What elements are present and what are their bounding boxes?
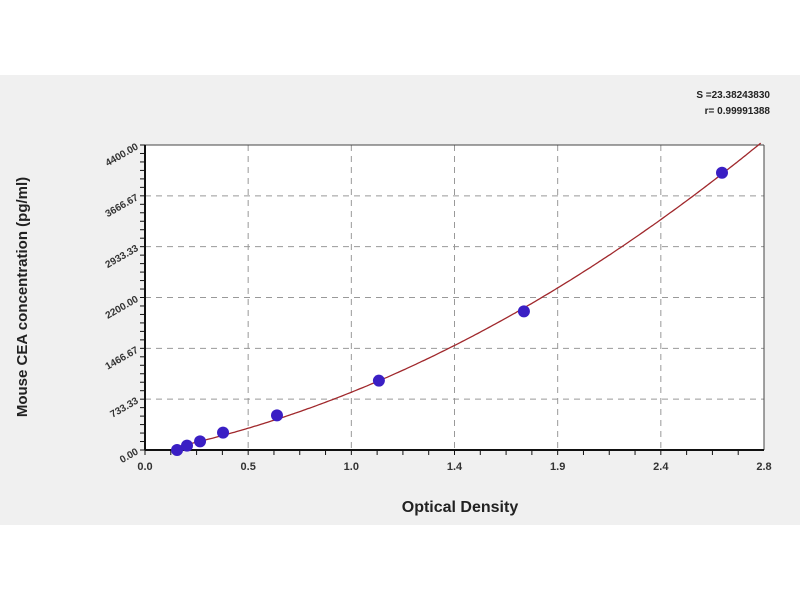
x-tick-label: 0.5 <box>241 461 256 473</box>
data-point <box>181 439 194 452</box>
x-tick-label: 1.0 <box>344 461 359 473</box>
y-tick-label: 2200.00 <box>104 294 141 322</box>
data-point <box>171 444 184 456</box>
y-tick-label: 733.33 <box>109 395 141 420</box>
y-tick-label: 1466.67 <box>104 345 141 373</box>
y-tick-label: 2933.33 <box>104 243 141 271</box>
data-point <box>517 305 530 318</box>
x-tick-label: 1.4 <box>447 461 463 473</box>
x-tick-label: 0.0 <box>137 461 152 473</box>
data-point <box>372 374 385 387</box>
x-tick-label: 2.4 <box>653 461 669 473</box>
data-point <box>715 166 728 179</box>
x-tick-label: 2.8 <box>756 461 771 473</box>
data-point <box>270 409 283 422</box>
data-point <box>217 426 230 439</box>
stat-r: r= 0.99991388 <box>704 106 770 117</box>
y-tick-label: 3666.67 <box>104 192 141 220</box>
stat-s: S =23.38243830 <box>696 90 770 101</box>
x-axis-label: Optical Density <box>402 499 519 516</box>
x-tick-label: 1.9 <box>550 461 565 473</box>
y-axis-label: Mouse CEA concentration (pg/ml) <box>14 177 31 417</box>
y-tick-label: 4400.00 <box>104 141 141 169</box>
data-point <box>194 435 207 448</box>
